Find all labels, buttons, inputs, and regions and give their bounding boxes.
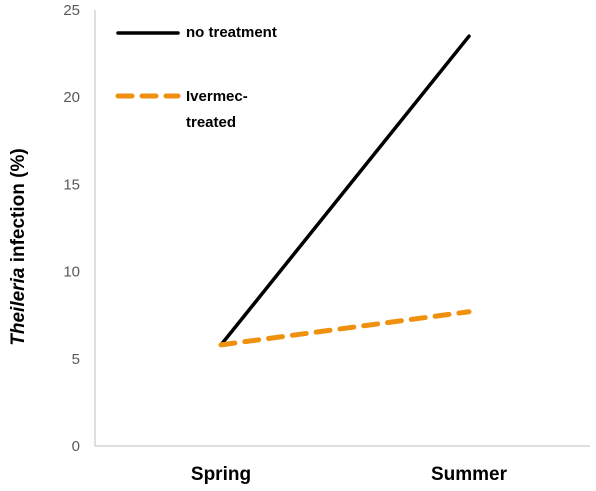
series-layer xyxy=(218,34,472,348)
series-line-no-treatment xyxy=(219,34,471,347)
y-tick-label: 5 xyxy=(72,351,80,368)
legend-label: treated xyxy=(186,114,236,131)
legend-label: Ivermec- xyxy=(186,88,248,105)
y-tick-label: 0 xyxy=(72,438,80,455)
x-tick-labels: Spring Summer xyxy=(191,464,508,485)
y-tick-label: 25 xyxy=(63,2,80,19)
x-category-label: Spring xyxy=(191,464,251,485)
x-category-label: Summer xyxy=(431,464,508,485)
legend: no treatment Ivermec-treated xyxy=(115,24,277,131)
y-tick-labels: 0 5 10 15 20 25 xyxy=(63,2,80,455)
y-axis-label: Theileria infection (%) xyxy=(8,148,29,345)
x-axis: Spring Summer xyxy=(95,445,590,485)
y-tick-label: 20 xyxy=(63,89,80,106)
y-axis: 0 5 10 15 20 25 xyxy=(63,2,96,455)
y-tick-label: 10 xyxy=(63,264,80,281)
y-tick-label: 15 xyxy=(63,176,80,193)
series-line-ivermec-treated xyxy=(218,309,472,348)
legend-label: no treatment xyxy=(186,24,277,41)
